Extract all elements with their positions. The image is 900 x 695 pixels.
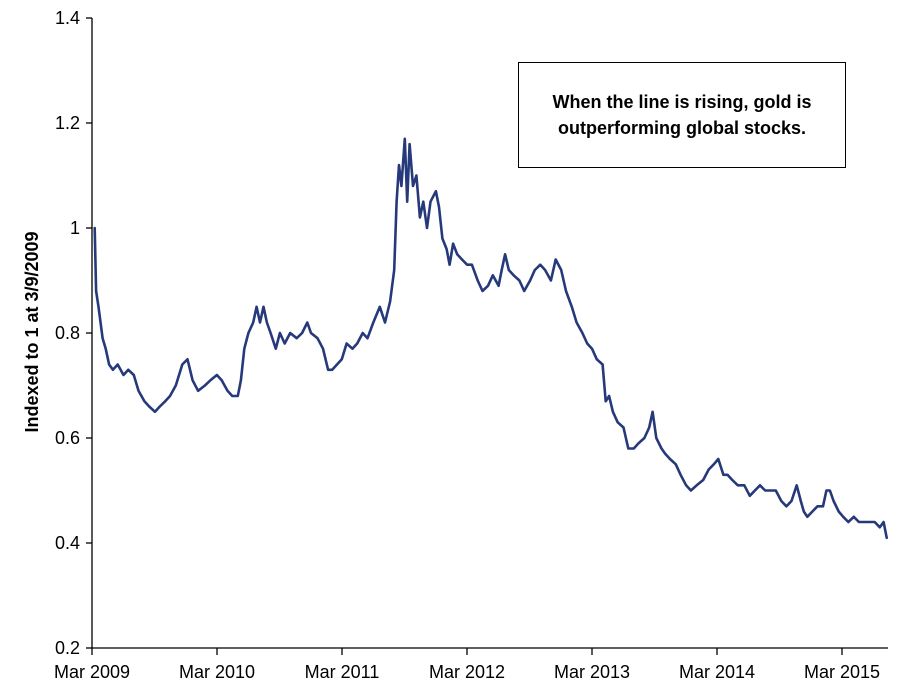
y-axis-title: Indexed to 1 at 3/9/2009 — [22, 231, 42, 432]
x-tick-label: Mar 2010 — [179, 662, 255, 682]
y-tick-label: 0.6 — [55, 428, 80, 448]
series-line-0 — [93, 137, 889, 540]
y-tick-label: 1 — [70, 218, 80, 238]
y-axis: 0.2 0.4 0.6 0.8 1 1.2 1.4 — [55, 8, 93, 658]
annotation-text: When the line is rising, gold is outperf… — [552, 92, 812, 138]
x-tick-label: Mar 2009 — [54, 662, 130, 682]
y-tick-label: 0.4 — [55, 533, 80, 553]
annotation-box: When the line is rising, gold is outperf… — [518, 62, 846, 168]
x-tick-label: Mar 2011 — [305, 662, 380, 682]
y-tick-label: 1.2 — [55, 113, 80, 133]
series-layer — [93, 137, 889, 540]
y-tick-label: 1.4 — [55, 8, 80, 28]
x-tick-label: Mar 2014 — [679, 662, 755, 682]
y-tick-label: 0.8 — [55, 323, 80, 343]
x-axis: Mar 2009 Mar 2010 Mar 2011 Mar 2012 Mar 2013… — [54, 647, 888, 682]
x-tick-label: Mar 2012 — [429, 662, 505, 682]
y-tick-label: 0.2 — [55, 638, 80, 658]
x-tick-label: Mar 2015 — [804, 662, 880, 682]
x-tick-label: Mar 2013 — [554, 662, 630, 682]
